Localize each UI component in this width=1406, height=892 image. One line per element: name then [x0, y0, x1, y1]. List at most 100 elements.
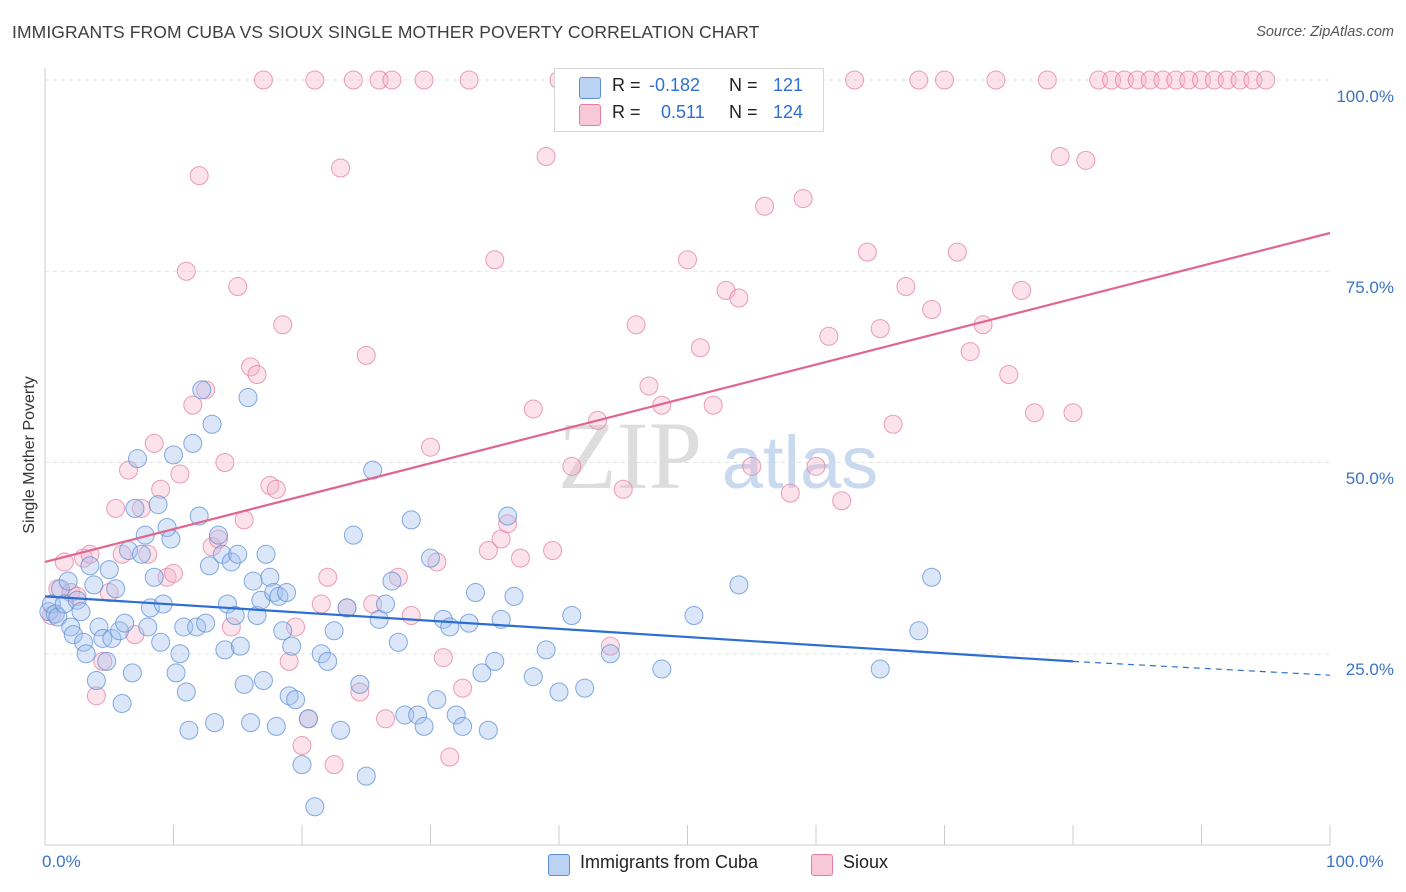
sioux-point — [228, 277, 248, 297]
cuba-point — [76, 644, 96, 664]
sioux-point — [164, 563, 183, 583]
cuba-point — [870, 659, 890, 679]
sioux-point — [543, 540, 563, 560]
cuba-point — [221, 552, 241, 572]
sioux-point — [253, 70, 273, 90]
sioux-point — [639, 376, 659, 396]
watermark-atlas: atlas — [722, 421, 878, 504]
cuba-point — [115, 613, 135, 633]
cuba-point — [273, 621, 293, 641]
sioux-point — [857, 242, 877, 262]
source-label: Source: ZipAtlas.com — [1256, 24, 1394, 40]
cuba-point — [343, 525, 363, 545]
cuba-point — [729, 575, 749, 595]
cuba-point — [243, 571, 263, 591]
sioux-point — [1256, 70, 1276, 90]
y-axis-label: Single Mother Poverty — [21, 376, 38, 534]
cuba-point — [388, 632, 408, 652]
sioux-point — [106, 498, 126, 518]
cuba-point — [305, 797, 325, 817]
sioux-point — [221, 617, 241, 637]
cuba-point — [465, 583, 485, 603]
cuba-point — [74, 632, 94, 652]
sioux-point — [780, 483, 800, 503]
sioux-point — [819, 326, 839, 346]
stats-legend: R = -0.182 N = 121 R = 0.511 N = 124 — [554, 68, 824, 132]
y-tick-100: 100.0% — [1336, 87, 1394, 106]
sioux-point — [144, 433, 164, 453]
cuba-point — [179, 720, 199, 740]
sioux-point — [266, 479, 286, 499]
cuba-point — [215, 640, 235, 660]
bottom-legend-swatch-cuba — [548, 854, 570, 876]
sioux-point — [215, 453, 235, 472]
cuba-point — [144, 567, 164, 587]
cuba-point — [472, 663, 492, 683]
sioux-trend-line — [44, 231, 1331, 564]
cuba-point — [491, 609, 511, 629]
cuba-point — [166, 663, 186, 683]
cuba-point — [922, 567, 942, 587]
sioux-point — [421, 437, 440, 457]
sioux-point — [922, 300, 942, 319]
cuba-point — [205, 713, 225, 733]
sioux-point — [832, 491, 852, 511]
sioux-point — [510, 548, 530, 568]
cuba-point — [446, 705, 466, 725]
sioux-point — [279, 651, 299, 671]
cuba-point — [61, 617, 81, 637]
x-tick-max: 100.0% — [1326, 852, 1384, 871]
cuba-point — [277, 583, 297, 603]
sioux-point — [86, 686, 106, 706]
cuba-point — [161, 529, 181, 549]
cuba-point — [652, 659, 672, 679]
sioux-point — [883, 414, 903, 434]
sioux-point — [292, 736, 312, 756]
sioux-point — [311, 594, 331, 614]
cuba-point — [208, 525, 228, 545]
cuba-point — [337, 598, 357, 618]
legend-n-value: 124 — [773, 102, 804, 122]
cuba-point — [562, 606, 582, 625]
sioux-point — [401, 606, 421, 625]
cuba-point — [67, 590, 87, 610]
cuba-point — [324, 621, 344, 641]
cuba-point — [298, 709, 318, 729]
cuba-point — [253, 671, 273, 691]
cuba-point — [575, 678, 595, 698]
sioux-point — [1076, 150, 1096, 170]
cuba-point — [433, 609, 453, 629]
cuba-point — [684, 606, 704, 625]
cuba-point — [356, 766, 376, 786]
cuba-point — [238, 387, 258, 407]
cuba-trend-extension — [1072, 660, 1331, 676]
cuba-point — [292, 755, 312, 775]
sioux-point — [189, 166, 209, 186]
cuba-point — [230, 636, 250, 656]
x-tick-min: 0.0% — [42, 852, 81, 871]
cuba-point — [86, 671, 106, 691]
sioux-point — [138, 544, 158, 564]
cuba-point — [151, 632, 171, 652]
cuba-point — [54, 594, 74, 614]
cuba-point — [138, 617, 158, 637]
sioux-point — [241, 357, 261, 377]
cuba-point — [58, 571, 78, 591]
cuba-point — [485, 651, 505, 671]
legend-swatch-cuba — [579, 77, 601, 99]
sioux-point — [1050, 147, 1070, 166]
cuba-point — [427, 690, 447, 710]
cuba-point — [408, 705, 428, 725]
cuba-point — [421, 548, 440, 568]
sioux-point — [947, 242, 967, 262]
cuba-point — [382, 571, 402, 591]
bottom-legend-swatch-sioux — [811, 854, 833, 876]
cuba-point — [401, 510, 421, 530]
cuba-point — [549, 682, 569, 702]
chart-title: IMMIGRANTS FROM CUBA VS SIOUX SINGLE MOT… — [12, 22, 760, 42]
cuba-point — [331, 720, 351, 740]
cuba-point — [286, 690, 306, 710]
sioux-point — [382, 70, 402, 90]
cuba-point — [478, 720, 498, 740]
sioux-point — [613, 479, 633, 499]
